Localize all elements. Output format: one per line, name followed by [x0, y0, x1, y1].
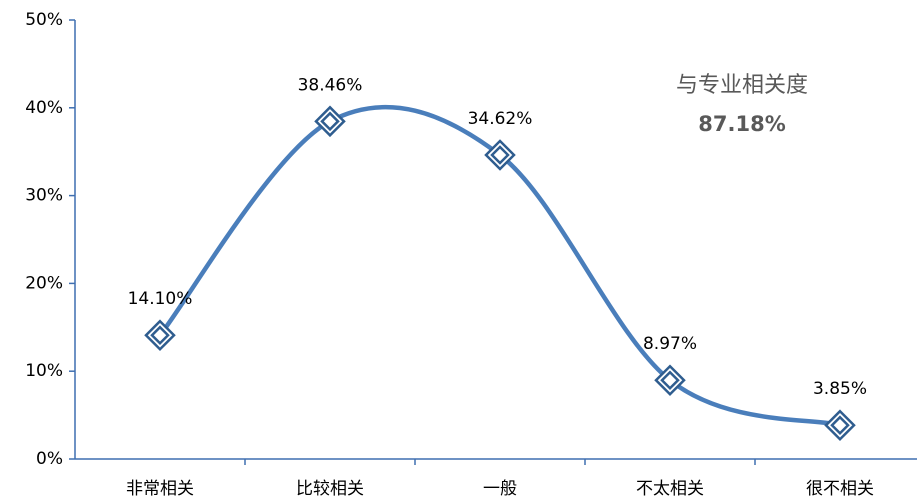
marker-part	[654, 364, 686, 397]
x-tick-label: 非常相关	[126, 479, 194, 499]
marker-part	[830, 415, 850, 435]
marker-part	[144, 319, 176, 351]
data-label: 14.10%	[128, 289, 193, 309]
y-tick-label: 0%	[36, 449, 63, 469]
marker-part	[490, 145, 510, 165]
marker-part	[484, 139, 516, 171]
data-label: 8.97%	[643, 334, 697, 354]
x-tick-label: 不太相关	[636, 479, 704, 499]
marker	[314, 105, 346, 138]
y-tick-label: 10%	[25, 361, 63, 381]
annotation-title: 与专业相关度	[676, 73, 808, 98]
marker	[654, 364, 686, 397]
marker-part	[314, 105, 346, 138]
marker-part	[320, 111, 340, 132]
x-tick-label: 很不相关	[806, 479, 874, 499]
y-tick-label: 40%	[25, 98, 63, 118]
y-tick-label: 30%	[25, 186, 63, 206]
data-label: 38.46%	[298, 75, 363, 95]
data-label: 3.85%	[813, 379, 867, 399]
marker	[144, 319, 176, 351]
marker-part	[824, 409, 856, 441]
marker-part	[150, 325, 170, 345]
marker	[484, 139, 516, 171]
marker-part	[660, 370, 680, 391]
y-tick-label: 20%	[25, 273, 63, 293]
x-tick-label: 一般	[483, 479, 517, 499]
x-tick-label: 比较相关	[296, 479, 364, 499]
y-tick-label: 50%	[25, 10, 63, 30]
data-label: 34.62%	[468, 109, 533, 129]
annotation-value: 87.18%	[698, 112, 785, 136]
marker	[824, 409, 856, 441]
